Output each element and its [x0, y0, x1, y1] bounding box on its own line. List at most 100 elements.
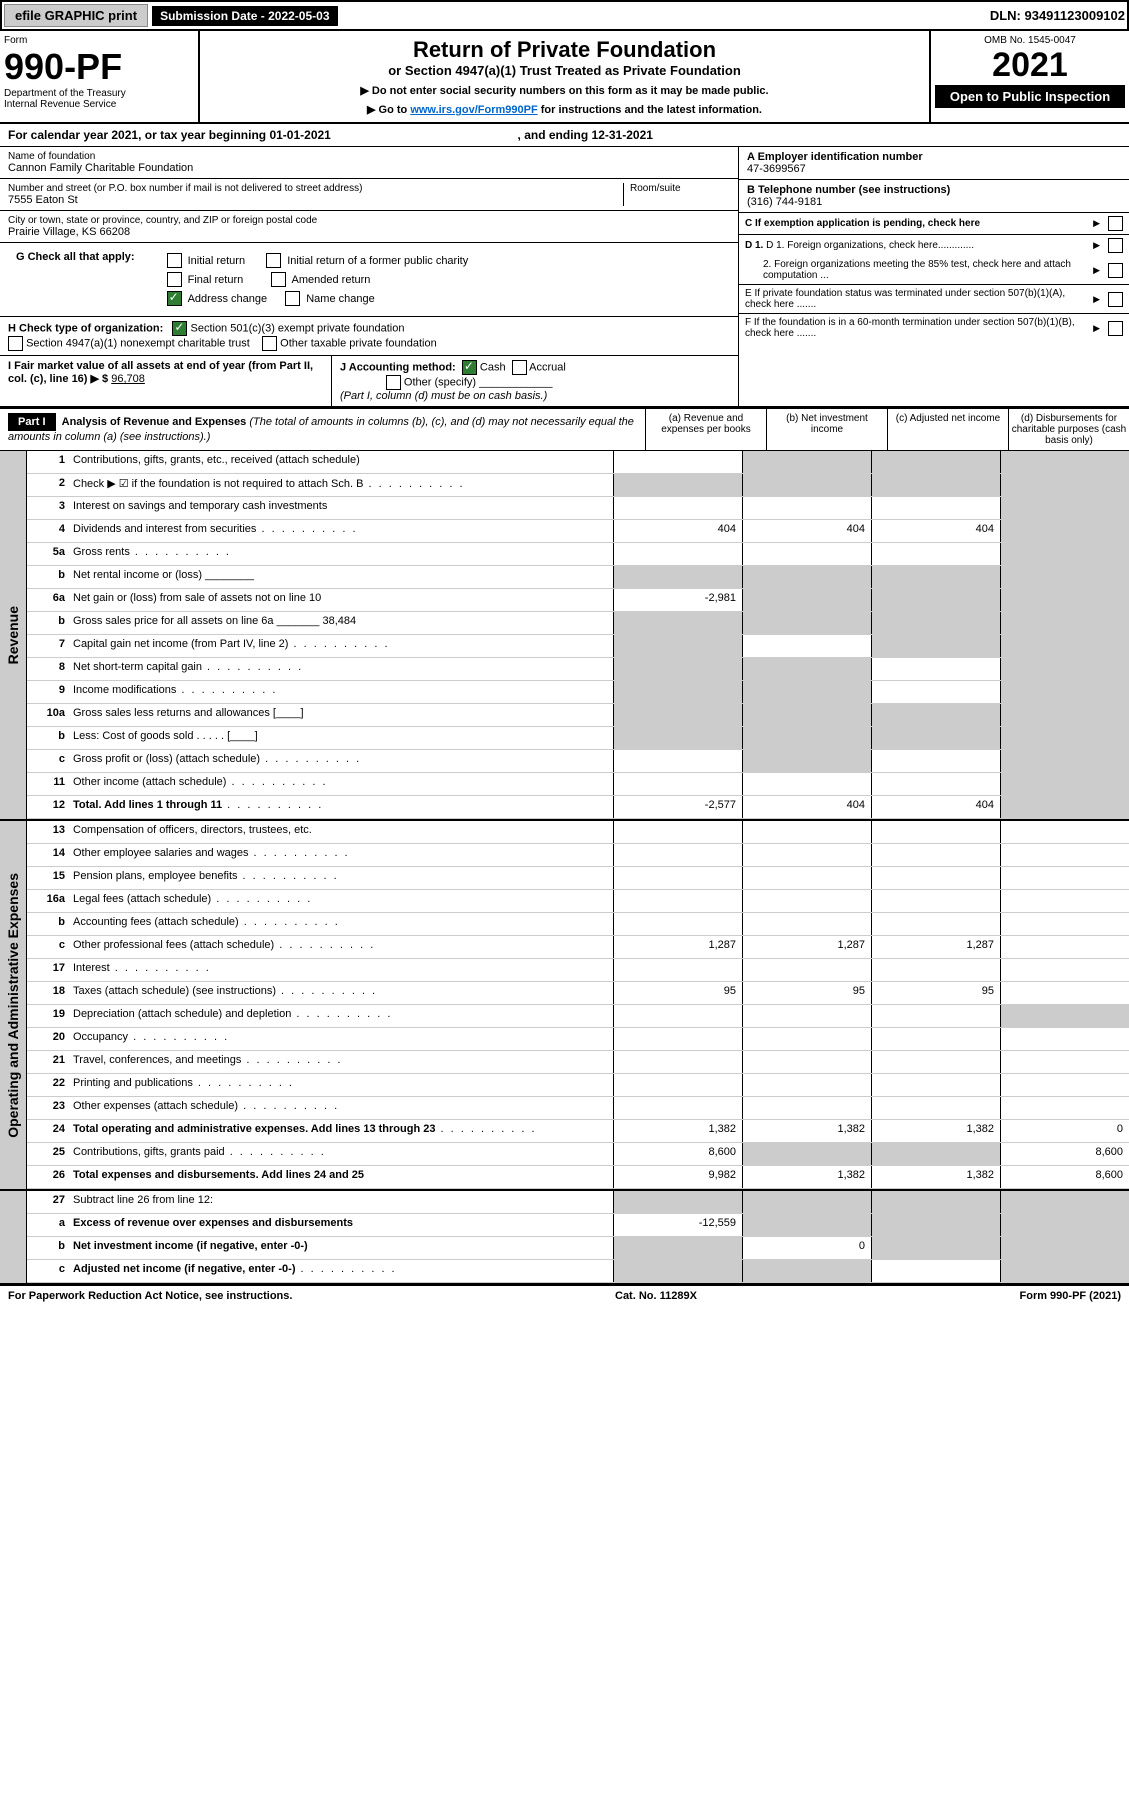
cell: 8,600: [613, 1143, 742, 1165]
cell-grey: [1000, 773, 1129, 795]
cell: 1,382: [871, 1120, 1000, 1142]
table-row: 3Interest on savings and temporary cash …: [27, 497, 1129, 520]
cell-grey: [742, 589, 871, 611]
fmv-value: 96,708: [111, 373, 145, 385]
cell: 404: [742, 796, 871, 818]
line-desc: Interest on savings and temporary cash i…: [71, 497, 613, 519]
cell: 1,382: [613, 1120, 742, 1142]
line-num: 13: [27, 821, 71, 843]
table-row: 13Compensation of officers, directors, t…: [27, 821, 1129, 844]
chk-4947[interactable]: [8, 336, 23, 351]
cell-grey: [613, 1191, 742, 1213]
part1-title: Analysis of Revenue and Expenses: [62, 416, 247, 428]
line-num: 24: [27, 1120, 71, 1142]
efile-btn[interactable]: efile GRAPHIC print: [4, 4, 148, 27]
chk-f[interactable]: [1108, 321, 1123, 336]
side-blank: [0, 1191, 27, 1283]
cell: [1000, 913, 1129, 935]
chk-501c3[interactable]: [172, 321, 187, 336]
cell: -2,577: [613, 796, 742, 818]
cell: [613, 1028, 742, 1050]
line-desc: Dividends and interest from securities: [71, 520, 613, 542]
cell-grey: [1000, 704, 1129, 726]
cell: [742, 543, 871, 565]
line-desc: Legal fees (attach schedule): [71, 890, 613, 912]
header-left: Form 990-PF Department of the Treasury I…: [0, 31, 200, 122]
cell: [871, 890, 1000, 912]
cell: 404: [613, 520, 742, 542]
line-num: 4: [27, 520, 71, 542]
chk-initial-former[interactable]: [266, 253, 281, 268]
chk-accrual[interactable]: [512, 360, 527, 375]
chk-initial[interactable]: [167, 253, 182, 268]
table-row: 24Total operating and administrative exp…: [27, 1120, 1129, 1143]
cell: [1000, 867, 1129, 889]
cell: [742, 1005, 871, 1027]
cell-grey: [871, 451, 1000, 473]
chk-name-change[interactable]: [285, 291, 300, 306]
page-footer: For Paperwork Reduction Act Notice, see …: [0, 1285, 1129, 1306]
cell: [1000, 1097, 1129, 1119]
cell: 95: [613, 982, 742, 1004]
form-number: 990-PF: [4, 46, 194, 88]
chk-e[interactable]: [1108, 292, 1123, 307]
line-num: 15: [27, 867, 71, 889]
cell: [871, 913, 1000, 935]
cell: -2,981: [613, 589, 742, 611]
cell: [871, 1005, 1000, 1027]
cell: [871, 773, 1000, 795]
j-label: J Accounting method:: [340, 361, 456, 373]
line-num: a: [27, 1214, 71, 1236]
revenue-table: Revenue 1Contributions, gifts, grants, e…: [0, 451, 1129, 819]
form-link[interactable]: www.irs.gov/Form990PF: [410, 104, 537, 116]
line-desc: Excess of revenue over expenses and disb…: [71, 1214, 613, 1236]
cell-grey: [742, 727, 871, 749]
cell: [871, 1051, 1000, 1073]
line-num: b: [27, 1237, 71, 1259]
line-desc: Capital gain net income (from Part IV, l…: [71, 635, 613, 657]
chk-other-acct[interactable]: [386, 375, 401, 390]
chk-d2[interactable]: [1108, 263, 1123, 278]
i-label: I Fair market value of all assets at end…: [8, 360, 313, 385]
header-right: OMB No. 1545-0047 2021 Open to Public In…: [929, 31, 1129, 122]
cell-grey: [1000, 750, 1129, 772]
chk-cash[interactable]: [462, 360, 477, 375]
cell: [871, 867, 1000, 889]
cell: 404: [871, 796, 1000, 818]
table-row: 21Travel, conferences, and meetings: [27, 1051, 1129, 1074]
cell-grey: [1000, 635, 1129, 657]
cell: 8,600: [1000, 1166, 1129, 1188]
cell-grey: [1000, 1237, 1129, 1259]
line-num: 27: [27, 1191, 71, 1213]
col-a: (a) Revenue and expenses per books: [645, 409, 766, 450]
table-row: 22Printing and publications: [27, 1074, 1129, 1097]
chk-amended[interactable]: [271, 272, 286, 287]
line-desc: Total operating and administrative expen…: [71, 1120, 613, 1142]
cell: 1,382: [871, 1166, 1000, 1188]
line-num: 9: [27, 681, 71, 703]
chk-c[interactable]: [1108, 216, 1123, 231]
chk-final[interactable]: [167, 272, 182, 287]
cell-grey: [871, 1143, 1000, 1165]
cell-grey: [742, 612, 871, 634]
line-desc: Net short-term capital gain: [71, 658, 613, 680]
cell: [1000, 982, 1129, 1004]
col-c: (c) Adjusted net income: [887, 409, 1008, 450]
cell-grey: [1000, 566, 1129, 588]
chk-d1[interactable]: [1108, 238, 1123, 253]
cell: [871, 1028, 1000, 1050]
chk-address-change[interactable]: [167, 291, 182, 306]
cell: [1000, 890, 1129, 912]
cell: [742, 1028, 871, 1050]
cell-grey: [1000, 796, 1129, 818]
cell: -12,559: [613, 1214, 742, 1236]
line-num: b: [27, 612, 71, 634]
chk-other-tax[interactable]: [262, 336, 277, 351]
cell: [742, 1074, 871, 1096]
line-desc: Subtract line 26 from line 12:: [71, 1191, 613, 1213]
table-row: 26Total expenses and disbursements. Add …: [27, 1166, 1129, 1189]
cell-grey: [1000, 497, 1129, 519]
line-num: 8: [27, 658, 71, 680]
table-row: bLess: Cost of goods sold . . . . . [___…: [27, 727, 1129, 750]
line-desc: Other professional fees (attach schedule…: [71, 936, 613, 958]
